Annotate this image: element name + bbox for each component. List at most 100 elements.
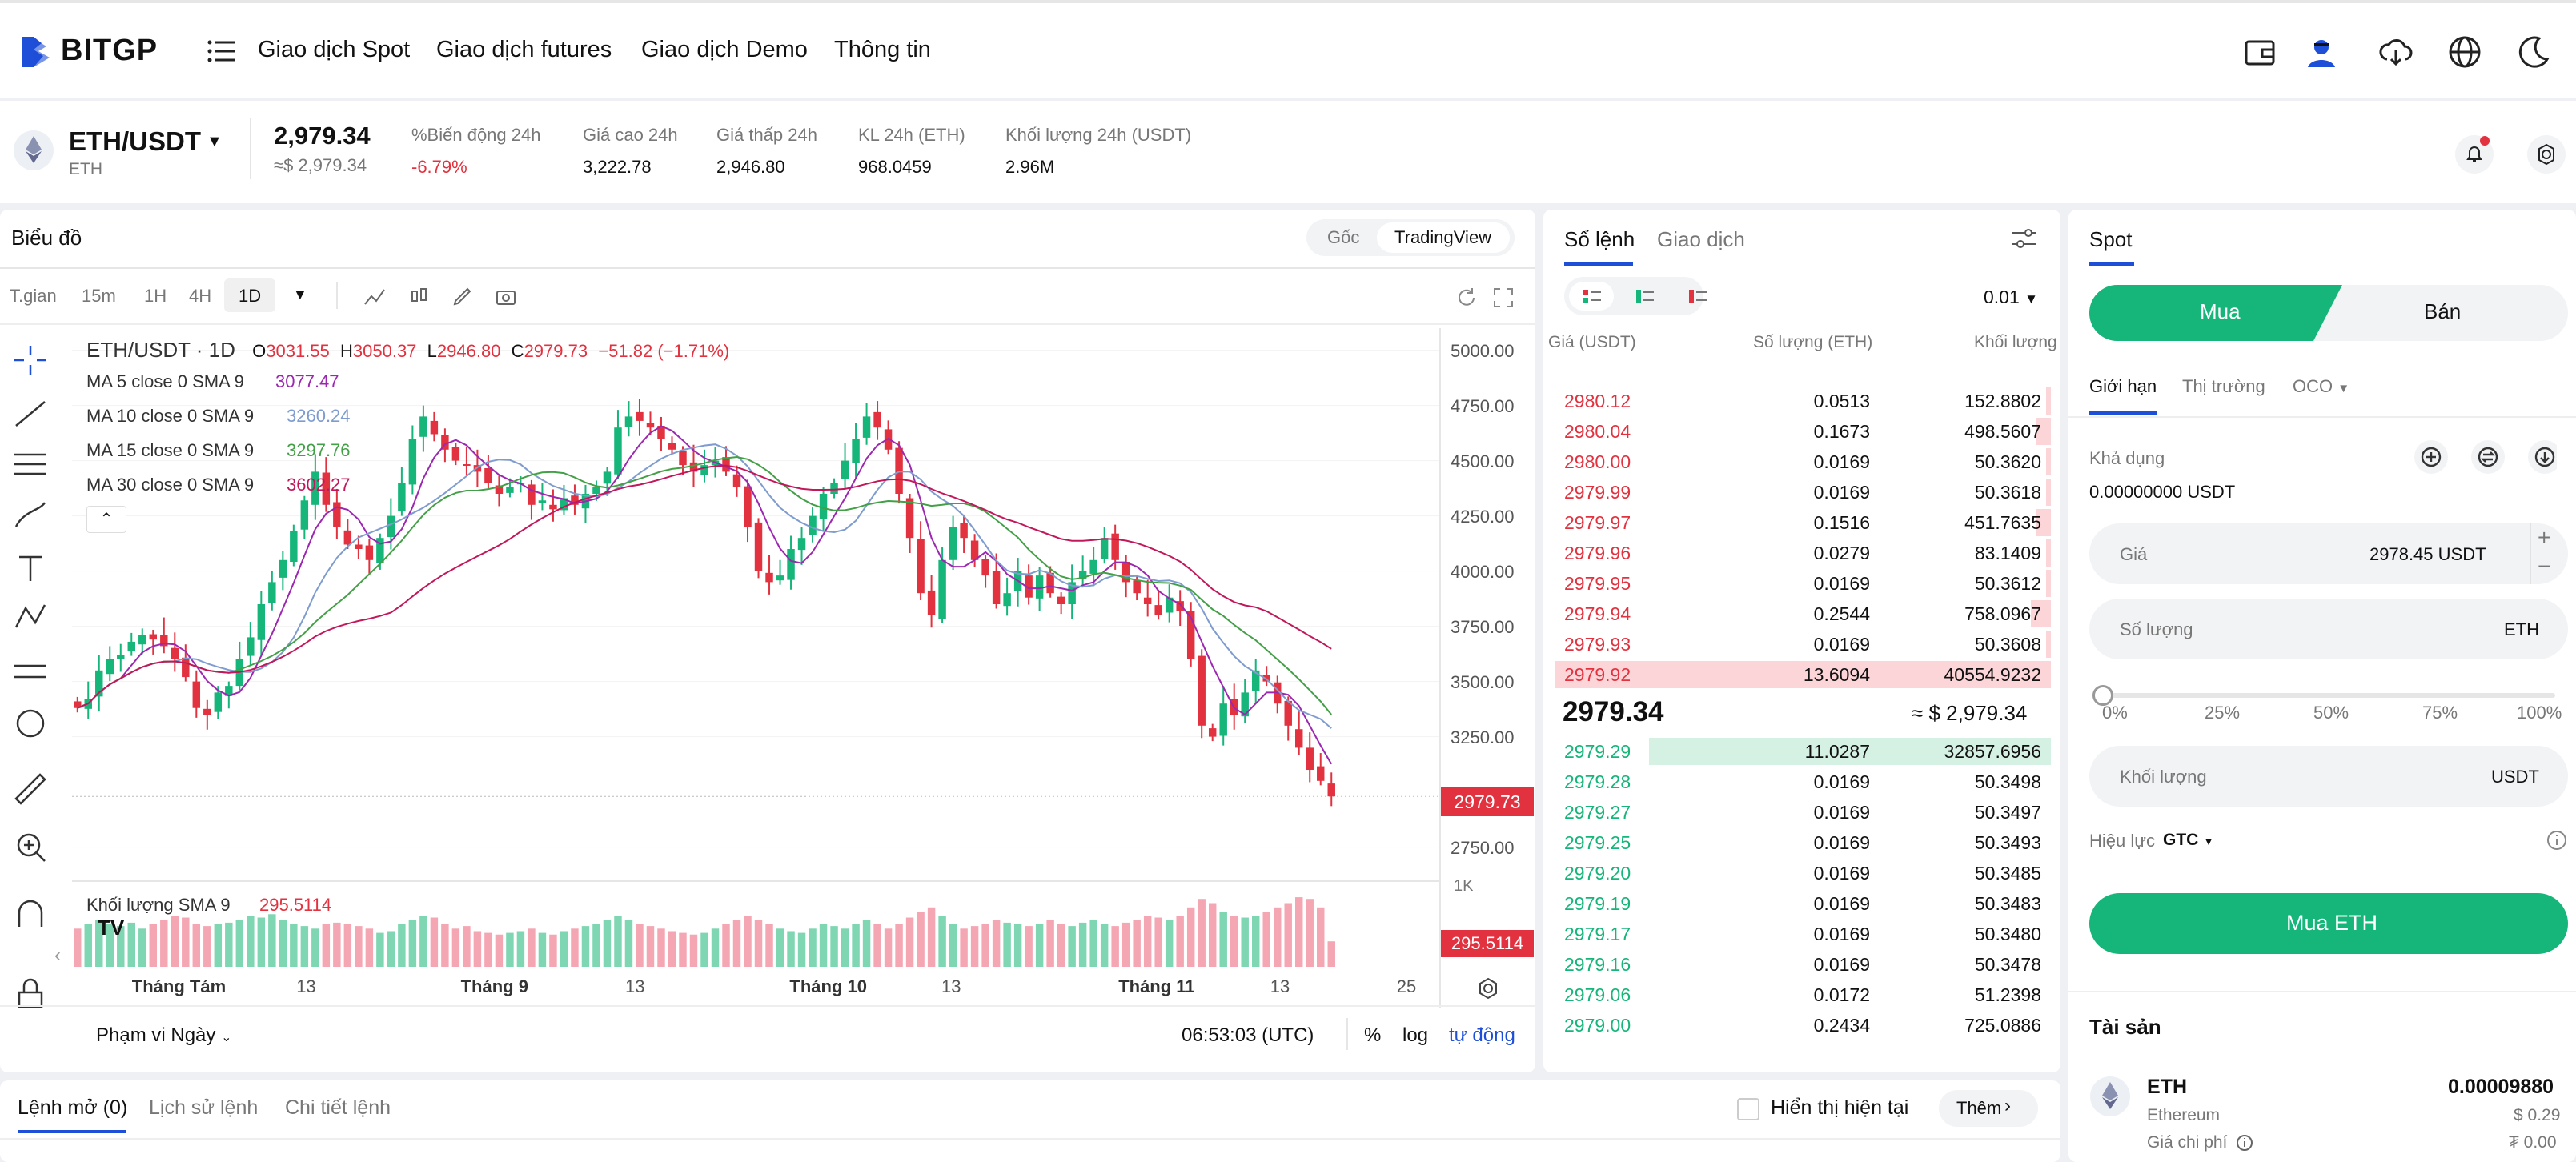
slider-pct-50[interactable]: 50% — [2313, 703, 2349, 723]
buy-tab[interactable]: Mua — [2200, 299, 2241, 323]
price-alert-bell-icon[interactable] — [2454, 134, 2494, 174]
price-step-select[interactable]: 0.01 ▼ — [1984, 286, 2038, 308]
time-axis[interactable]: Tháng Tám 13 Tháng 9 13 Tháng 10 13 Tháng 11 13… — [72, 975, 1439, 1002]
tab-order-history[interactable]: Lịch sử lệnh — [149, 1096, 259, 1119]
interval-1h[interactable]: 1H — [144, 286, 167, 306]
layout-bids-icon[interactable] — [1636, 288, 1654, 304]
slider-pct-0[interactable]: 0% — [2102, 703, 2128, 723]
tab-orderbook[interactable]: Sổ lệnh — [1564, 227, 1635, 251]
interval-1d[interactable]: 1D — [239, 286, 262, 306]
user-avatar-icon[interactable] — [2303, 34, 2340, 70]
view-tab-tradingview[interactable]: TradingView — [1394, 227, 1492, 247]
price-input-value[interactable]: 2978.45 USDT — [2369, 544, 2486, 564]
tif-select[interactable]: GTC ▼ — [2163, 831, 2214, 850]
view-tab-original[interactable]: Gốc — [1327, 227, 1360, 247]
amount-slider-thumb[interactable] — [2092, 685, 2113, 706]
ticker-settings-gear-icon[interactable] — [2526, 134, 2566, 174]
ask-row[interactable]: 2980.12 0.0513 152.8802 — [1555, 386, 2051, 416]
date-range-select[interactable]: Phạm vi Ngày ⌄ — [96, 1024, 231, 1047]
ask-row[interactable]: 2979.97 0.1516 451.7635 — [1555, 507, 2051, 538]
show-current-checkbox[interactable] — [1737, 1098, 1759, 1120]
interval-more-icon[interactable]: ▼ — [293, 286, 307, 303]
language-globe-icon[interactable] — [2446, 34, 2483, 70]
chart-clock[interactable]: 06:53:03 (UTC) — [1182, 1024, 1314, 1046]
total-input[interactable] — [2089, 746, 2568, 807]
price-decrement-icon[interactable]: − — [2538, 554, 2551, 579]
tab-open-orders[interactable]: Lệnh mở (0) — [18, 1096, 128, 1119]
fullscreen-icon[interactable] — [1492, 286, 1515, 309]
chart-reset-icon[interactable] — [1455, 286, 1478, 309]
bid-row[interactable]: 2979.20 0.0169 50.3485 — [1555, 858, 2051, 888]
percent-scale-toggle[interactable]: % — [1364, 1024, 1382, 1046]
tab-trades[interactable]: Giao dịch — [1657, 227, 1745, 251]
transfer-icon[interactable] — [2470, 437, 2506, 477]
pair-symbol[interactable]: ETH/USDT — [69, 126, 201, 156]
ask-row[interactable]: 2979.99 0.0169 50.3618 — [1555, 477, 2051, 507]
price-chart[interactable] — [72, 328, 1439, 880]
bid-row[interactable]: 2979.17 0.0169 50.3480 — [1555, 919, 2051, 949]
nav-futures[interactable]: Giao dịch futures — [436, 37, 612, 62]
bid-row[interactable]: 2979.00 0.2434 725.0886 — [1555, 1010, 2051, 1040]
ask-row[interactable]: 2980.00 0.0169 50.3620 — [1555, 447, 2051, 477]
ask-row[interactable]: 2979.95 0.0169 50.3612 — [1555, 568, 2051, 599]
bid-row[interactable]: 2979.19 0.0169 50.3483 — [1555, 888, 2051, 919]
ask-row[interactable]: 2980.04 0.1673 498.5607 — [1555, 416, 2051, 447]
price-input[interactable] — [2089, 523, 2568, 584]
sidebar-collapse-icon[interactable]: ‹ — [54, 944, 61, 966]
price-increment-icon[interactable]: + — [2538, 525, 2551, 550]
download-app-icon[interactable] — [2377, 34, 2414, 70]
legend-collapse-button[interactable]: ⌃ — [86, 506, 126, 533]
slider-pct-25[interactable]: 25% — [2205, 703, 2241, 723]
withdraw-icon[interactable] — [2526, 437, 2563, 477]
layout-asks-icon[interactable] — [1689, 288, 1707, 304]
menu-icon[interactable] — [207, 38, 235, 64]
price-axis[interactable]: 5000.00 4750.00 4500.00 4250.00 4000.00 3750.… — [1451, 328, 1531, 880]
bid-row[interactable]: 2979.27 0.0169 50.3497 — [1555, 797, 2051, 827]
volume-bar — [333, 922, 341, 967]
indicators-icon[interactable] — [363, 285, 386, 307]
interval-15m[interactable]: 15m — [82, 286, 116, 306]
buy-eth-button[interactable] — [2089, 893, 2568, 954]
bid-row[interactable]: 2979.06 0.0172 51.2398 — [1555, 980, 2051, 1010]
tab-spot[interactable]: Spot — [2089, 227, 2133, 251]
ask-row[interactable]: 2979.94 0.2544 758.0967 — [1555, 599, 2051, 629]
screenshot-camera-icon[interactable] — [495, 285, 517, 307]
brand-name[interactable]: BITGP — [61, 34, 158, 67]
axis-settings-gear-icon[interactable] — [1476, 976, 1500, 1000]
cost-info-icon[interactable] — [2235, 1133, 2254, 1152]
interval-4h[interactable]: 4H — [189, 286, 212, 306]
log-scale-toggle[interactable]: log — [1402, 1024, 1429, 1046]
pair-dropdown-icon[interactable]: ▼ — [207, 133, 223, 150]
order-type-market[interactable]: Thị trường — [2182, 376, 2265, 396]
slider-pct-75[interactable]: 75% — [2422, 703, 2458, 723]
tab-order-details[interactable]: Chi tiết lệnh — [285, 1096, 391, 1119]
order-type-limit[interactable]: Giới hạn — [2089, 376, 2157, 396]
dark-mode-moon-icon[interactable] — [2515, 34, 2552, 70]
nav-spot[interactable]: Giao dịch Spot — [258, 37, 411, 62]
order-type-oco[interactable]: OCO ▼ — [2293, 376, 2349, 397]
interval-time-label[interactable]: T.gian — [10, 286, 57, 306]
draw-pencil-icon[interactable] — [451, 285, 474, 307]
ask-row[interactable]: 2979.96 0.0279 83.1409 — [1555, 538, 2051, 568]
orderbook-settings-icon[interactable] — [2011, 226, 2038, 251]
sell-tab[interactable]: Bán — [2424, 299, 2462, 323]
more-orders-button[interactable] — [1939, 1090, 2038, 1127]
quantity-input[interactable] — [2089, 599, 2568, 659]
bid-row[interactable]: 2979.28 0.0169 50.3498 — [1555, 767, 2051, 797]
slider-pct-100[interactable]: 100% — [2517, 703, 2562, 723]
amount-slider-track[interactable] — [2102, 693, 2555, 698]
tif-info-icon[interactable] — [2546, 829, 2568, 851]
bid-row[interactable]: 2979.25 0.0169 50.3493 — [1555, 827, 2051, 858]
nav-demo[interactable]: Giao dịch Demo — [641, 37, 808, 62]
deposit-icon[interactable] — [2413, 437, 2450, 477]
bitgp-logo-icon[interactable] — [21, 35, 51, 69]
nav-info[interactable]: Thông tin — [834, 37, 931, 62]
ask-row[interactable]: 2979.92 13.6094 40554.9232 — [1555, 659, 2051, 690]
wallet-icon[interactable] — [2241, 34, 2278, 70]
candle-type-icon[interactable] — [408, 285, 431, 307]
bid-row[interactable]: 2979.29 11.0287 32857.6956 — [1555, 736, 2051, 767]
ask-row[interactable]: 2979.93 0.0169 50.3608 — [1555, 629, 2051, 659]
layout-both-icon[interactable] — [1583, 288, 1601, 304]
bid-row[interactable]: 2979.16 0.0169 50.3478 — [1555, 949, 2051, 980]
auto-scale-toggle[interactable]: tự động — [1449, 1024, 1515, 1046]
